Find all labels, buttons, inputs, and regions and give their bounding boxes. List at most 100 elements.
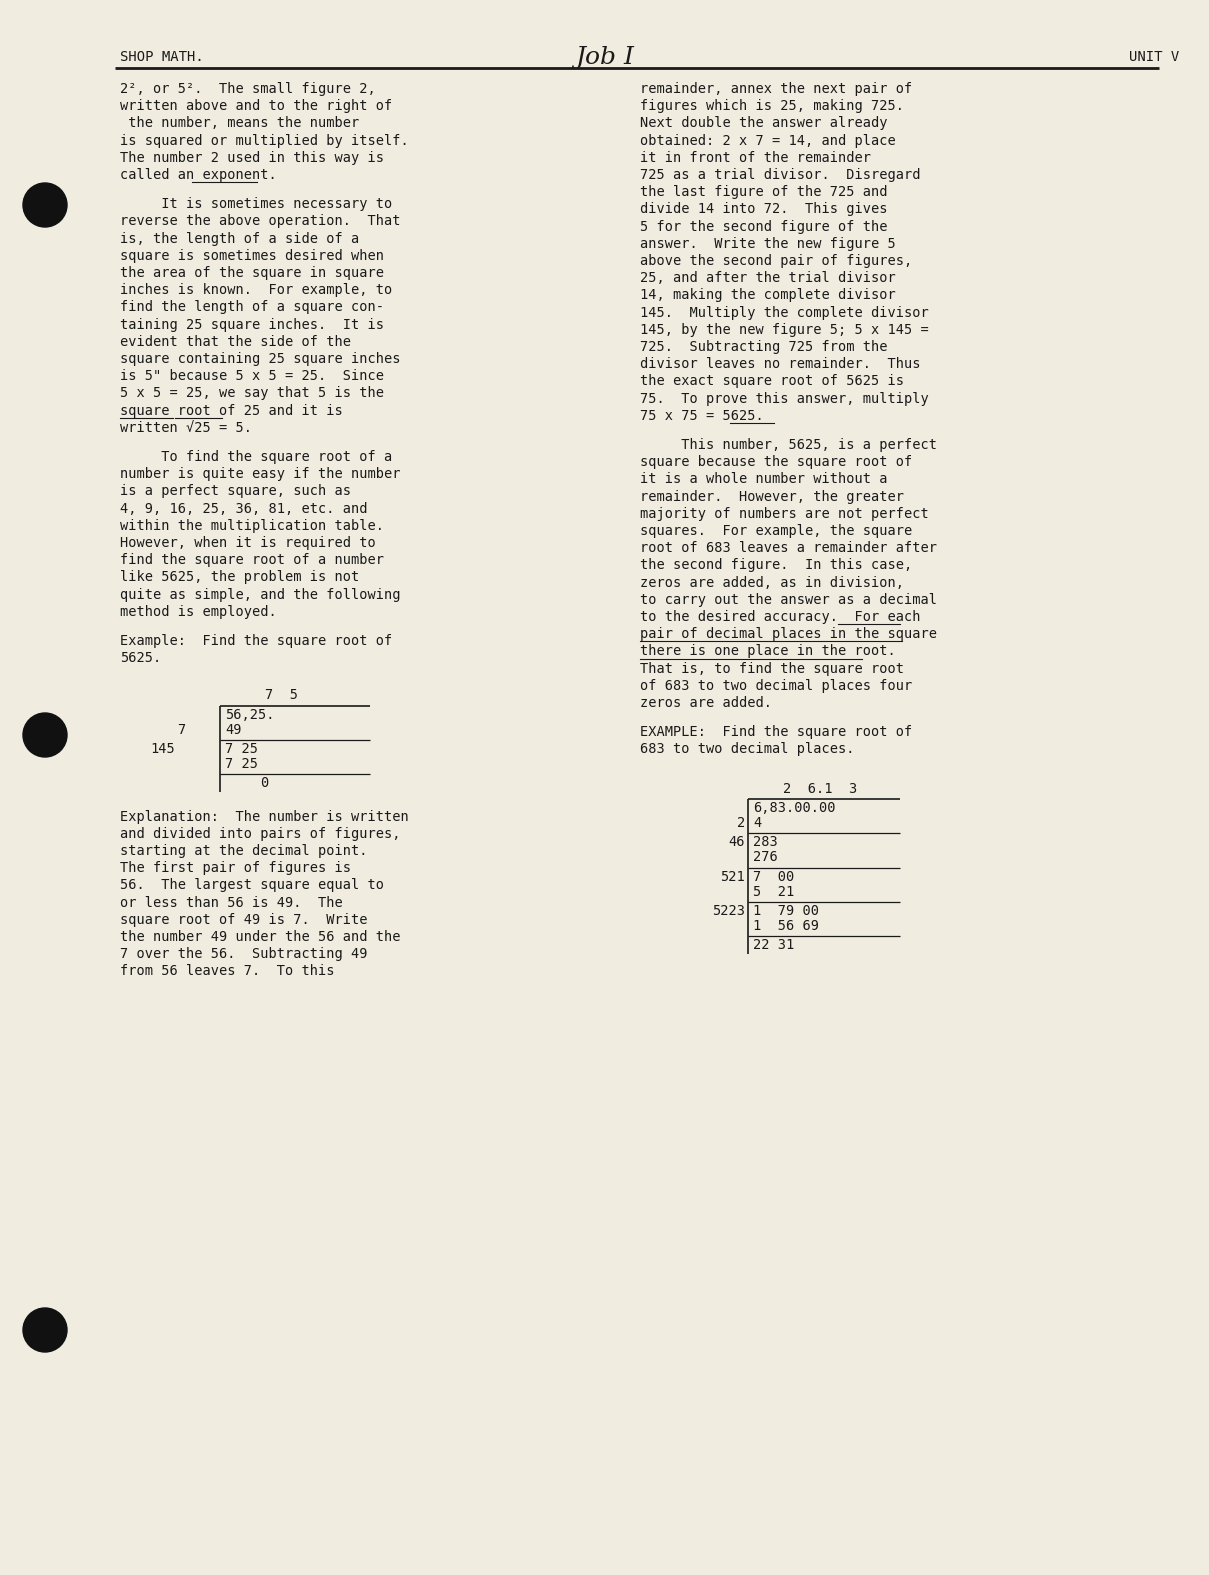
Text: pair of decimal places in the square: pair of decimal places in the square — [640, 627, 937, 641]
Text: 5223: 5223 — [712, 904, 745, 918]
Text: 7 25: 7 25 — [225, 742, 258, 756]
Text: remainder, annex the next pair of: remainder, annex the next pair of — [640, 82, 913, 96]
Text: 7  5: 7 5 — [265, 688, 297, 702]
Text: root of 683 leaves a remainder after: root of 683 leaves a remainder after — [640, 542, 937, 556]
Text: square root of 49 is 7.  Write: square root of 49 is 7. Write — [120, 913, 368, 926]
Text: find the square root of a number: find the square root of a number — [120, 553, 384, 567]
Text: 4: 4 — [753, 816, 762, 830]
Text: That is, to find the square root: That is, to find the square root — [640, 662, 904, 676]
Text: the area of the square in square: the area of the square in square — [120, 266, 384, 280]
Text: obtained: 2 x 7 = 14, and place: obtained: 2 x 7 = 14, and place — [640, 134, 896, 148]
Text: evident that the side of the: evident that the side of the — [120, 335, 351, 348]
Text: it in front of the remainder: it in front of the remainder — [640, 151, 870, 165]
Text: 7  00: 7 00 — [753, 869, 794, 884]
Text: 725.  Subtracting 725 from the: 725. Subtracting 725 from the — [640, 340, 887, 354]
Text: 283: 283 — [753, 835, 777, 849]
Text: Job I: Job I — [575, 46, 634, 69]
Text: answer.  Write the new figure 5: answer. Write the new figure 5 — [640, 236, 896, 250]
Text: inches is known.  For example, to: inches is known. For example, to — [120, 284, 392, 298]
Text: 25, and after the trial divisor: 25, and after the trial divisor — [640, 271, 896, 285]
Text: The first pair of figures is: The first pair of figures is — [120, 862, 351, 876]
Text: is squared or multiplied by itself.: is squared or multiplied by itself. — [120, 134, 409, 148]
Text: 56.  The largest square equal to: 56. The largest square equal to — [120, 879, 384, 893]
Text: 1  79 00: 1 79 00 — [753, 904, 818, 918]
Text: This number, 5625, is a perfect: This number, 5625, is a perfect — [640, 438, 937, 452]
Text: 7 over the 56.  Subtracting 49: 7 over the 56. Subtracting 49 — [120, 947, 368, 961]
Text: It is sometimes necessary to: It is sometimes necessary to — [120, 197, 392, 211]
Text: 1  56 69: 1 56 69 — [753, 920, 818, 934]
Text: 145.  Multiply the complete divisor: 145. Multiply the complete divisor — [640, 306, 929, 320]
Text: SHOP MATH.: SHOP MATH. — [120, 50, 204, 65]
Text: 2², or 5².  The small figure 2,: 2², or 5². The small figure 2, — [120, 82, 376, 96]
Text: 7: 7 — [177, 723, 185, 737]
Text: 0: 0 — [260, 776, 268, 791]
Text: 5625.: 5625. — [120, 650, 161, 665]
Text: written above and to the right of: written above and to the right of — [120, 99, 392, 113]
Text: within the multiplication table.: within the multiplication table. — [120, 518, 384, 532]
Text: the second figure.  In this case,: the second figure. In this case, — [640, 559, 913, 572]
Text: there is one place in the root.: there is one place in the root. — [640, 644, 896, 658]
Text: it is a whole number without a: it is a whole number without a — [640, 472, 887, 487]
Text: 6,83.00.00: 6,83.00.00 — [753, 800, 835, 814]
Text: starting at the decimal point.: starting at the decimal point. — [120, 844, 368, 858]
Text: divisor leaves no remainder.  Thus: divisor leaves no remainder. Thus — [640, 358, 920, 372]
Text: square root of 25 and it is: square root of 25 and it is — [120, 403, 342, 417]
Text: 5 x 5 = 25, we say that 5 is the: 5 x 5 = 25, we say that 5 is the — [120, 386, 384, 400]
Text: 521: 521 — [721, 869, 745, 884]
Text: method is employed.: method is employed. — [120, 605, 277, 619]
Text: like 5625, the problem is not: like 5625, the problem is not — [120, 570, 359, 584]
Text: 46: 46 — [729, 835, 745, 849]
Text: Next double the answer already: Next double the answer already — [640, 117, 887, 131]
Text: to carry out the answer as a decimal: to carry out the answer as a decimal — [640, 592, 937, 606]
Text: written √25 = 5.: written √25 = 5. — [120, 421, 251, 435]
Text: square because the square root of: square because the square root of — [640, 455, 913, 469]
Text: 22 31: 22 31 — [753, 939, 794, 953]
Text: is a perfect square, such as: is a perfect square, such as — [120, 485, 351, 498]
Text: the number, means the number: the number, means the number — [120, 117, 359, 131]
Text: square containing 25 square inches: square containing 25 square inches — [120, 351, 400, 365]
Text: zeros are added, as in division,: zeros are added, as in division, — [640, 575, 904, 589]
Text: or less than 56 is 49.  The: or less than 56 is 49. The — [120, 896, 342, 910]
Text: 75.  To prove this answer, multiply: 75. To prove this answer, multiply — [640, 392, 929, 406]
Text: divide 14 into 72.  This gives: divide 14 into 72. This gives — [640, 203, 887, 216]
Circle shape — [23, 713, 66, 758]
Text: 56,25.: 56,25. — [225, 707, 274, 721]
Text: 4, 9, 16, 25, 36, 81, etc. and: 4, 9, 16, 25, 36, 81, etc. and — [120, 501, 368, 515]
Text: 683 to two decimal places.: 683 to two decimal places. — [640, 742, 855, 756]
Text: and divided into pairs of figures,: and divided into pairs of figures, — [120, 827, 400, 841]
Text: reverse the above operation.  That: reverse the above operation. That — [120, 214, 400, 228]
Text: 145: 145 — [150, 742, 175, 756]
Text: of 683 to two decimal places four: of 683 to two decimal places four — [640, 679, 913, 693]
Text: 276: 276 — [753, 850, 777, 865]
Text: EXAMPLE:  Find the square root of: EXAMPLE: Find the square root of — [640, 724, 913, 739]
Text: number is quite easy if the number: number is quite easy if the number — [120, 468, 400, 482]
Text: 5  21: 5 21 — [753, 885, 794, 899]
Text: quite as simple, and the following: quite as simple, and the following — [120, 587, 400, 602]
Circle shape — [23, 183, 66, 227]
Text: 2  6.1  3: 2 6.1 3 — [783, 781, 857, 795]
Text: majority of numbers are not perfect: majority of numbers are not perfect — [640, 507, 929, 521]
Text: from 56 leaves 7.  To this: from 56 leaves 7. To this — [120, 964, 335, 978]
Text: taining 25 square inches.  It is: taining 25 square inches. It is — [120, 318, 384, 332]
Text: Explanation:  The number is written: Explanation: The number is written — [120, 810, 409, 824]
Text: the last figure of the 725 and: the last figure of the 725 and — [640, 186, 887, 198]
Text: figures which is 25, making 725.: figures which is 25, making 725. — [640, 99, 904, 113]
Text: is 5" because 5 x 5 = 25.  Since: is 5" because 5 x 5 = 25. Since — [120, 369, 384, 383]
Text: 7 25: 7 25 — [225, 758, 258, 772]
Text: squares.  For example, the square: squares. For example, the square — [640, 524, 913, 539]
Text: to the desired accuracy.  For each: to the desired accuracy. For each — [640, 610, 920, 624]
Text: zeros are added.: zeros are added. — [640, 696, 773, 710]
Text: find the length of a square con-: find the length of a square con- — [120, 301, 384, 315]
Text: Example:  Find the square root of: Example: Find the square root of — [120, 635, 392, 647]
Text: called an exponent.: called an exponent. — [120, 169, 277, 183]
Text: 145, by the new figure 5; 5 x 145 =: 145, by the new figure 5; 5 x 145 = — [640, 323, 929, 337]
Text: 5 for the second figure of the: 5 for the second figure of the — [640, 219, 887, 233]
Text: To find the square root of a: To find the square root of a — [120, 450, 392, 465]
Text: above the second pair of figures,: above the second pair of figures, — [640, 254, 913, 268]
Text: is, the length of a side of a: is, the length of a side of a — [120, 232, 359, 246]
Text: 49: 49 — [225, 723, 242, 737]
Text: 75 x 75 = 5625.: 75 x 75 = 5625. — [640, 410, 764, 422]
Text: the number 49 under the 56 and the: the number 49 under the 56 and the — [120, 929, 400, 943]
Text: However, when it is required to: However, when it is required to — [120, 536, 376, 550]
Text: UNIT V: UNIT V — [1129, 50, 1179, 65]
